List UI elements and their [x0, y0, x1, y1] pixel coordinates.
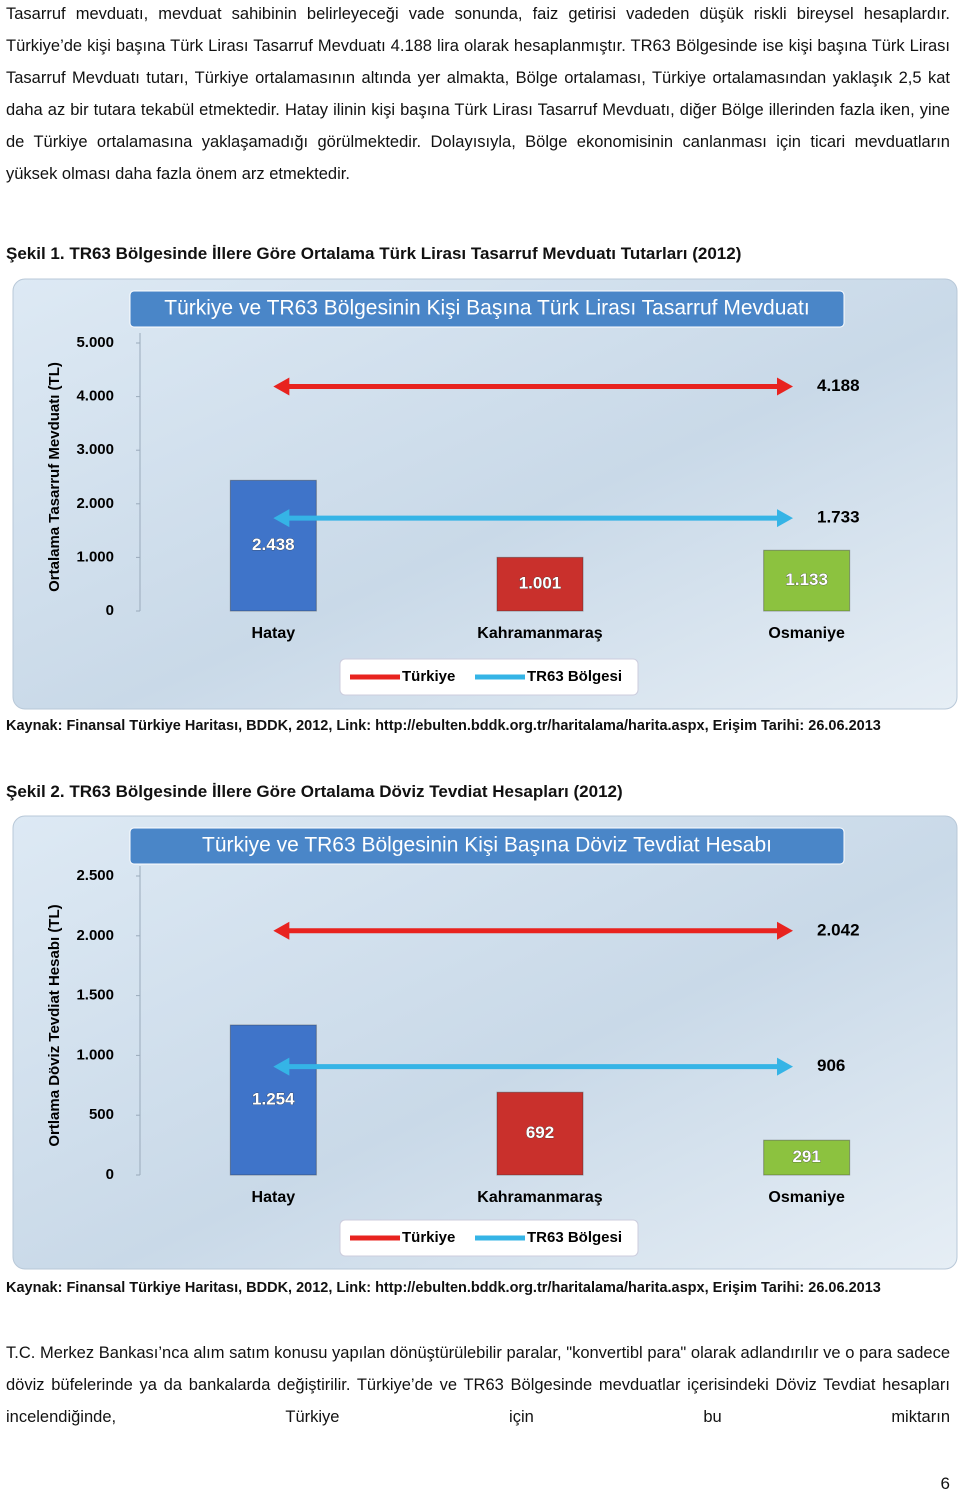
x-tick-label: Kahramanmaraş: [477, 625, 603, 642]
bar: [229, 1024, 317, 1176]
y-tick-label: 4.000: [76, 388, 114, 405]
arrow-head: [777, 921, 793, 940]
x-tick-label: Kahramanmaraş: [477, 1189, 603, 1206]
page-number: 6: [940, 1474, 950, 1493]
bar-value-label: 692: [526, 1123, 554, 1142]
legend-label: Türkiye: [402, 1229, 455, 1246]
title-box: [129, 827, 845, 865]
x-tick-label: Hatay: [252, 625, 296, 642]
reference-value-label: 4.188: [817, 376, 860, 395]
arrow-head: [273, 1057, 290, 1076]
bar-value-label: 1.254: [252, 1089, 295, 1108]
figure-source: Kaynak: Finansal Türkiye Haritası, BDDK,…: [6, 1280, 881, 1296]
x-tick-label: Osmaniye: [768, 1189, 845, 1206]
bar: [763, 1139, 851, 1176]
bar: [229, 479, 317, 612]
bar: [496, 1091, 584, 1176]
y-tick-label: 0: [106, 602, 114, 619]
y-tick-label: 1.500: [76, 987, 114, 1004]
arrow-head: [777, 377, 793, 396]
y-axis-label: Ortlama Döviz Tevdiat Hesabı (TL): [46, 904, 63, 1146]
reference-value-label: 1.733: [817, 508, 860, 527]
bar-value-label: 291: [792, 1147, 820, 1166]
figure-caption: Şekil 2. TR63 Bölgesinde İllere Göre Ort…: [6, 782, 623, 801]
y-tick-label: 0: [106, 1166, 114, 1183]
bar-value-label: 1.133: [785, 570, 828, 589]
chart: Türkiye ve TR63 Bölgesinin Kişi Başına D…: [12, 815, 958, 1270]
y-tick-label: 1.000: [76, 1046, 114, 1063]
y-tick-label: 2.500: [76, 867, 114, 884]
arrow-head: [273, 509, 290, 528]
bar-value-label: 2.438: [252, 535, 295, 554]
bar: [496, 556, 584, 612]
y-tick-label: 2.000: [76, 495, 114, 512]
legend-label: TR63 Bölgesi: [527, 1229, 622, 1246]
x-tick-label: Osmaniye: [768, 625, 845, 642]
bar: [763, 549, 851, 612]
y-tick-label: 2.000: [76, 927, 114, 944]
legend-label: Türkiye: [402, 668, 455, 685]
figure-caption: Şekil 1. TR63 Bölgesinde İllere Göre Ort…: [6, 244, 742, 263]
legend-label: TR63 Bölgesi: [527, 668, 622, 685]
y-axis-label: Ortalama Tasarruf Mevduatı (TL): [46, 362, 63, 592]
figure-source: Kaynak: Finansal Türkiye Haritası, BDDK,…: [6, 718, 881, 734]
chart: Türkiye ve TR63 Bölgesinin Kişi Başına T…: [12, 278, 958, 710]
chart-background: [12, 278, 958, 710]
arrow-head: [777, 509, 793, 528]
chart-title: Türkiye ve TR63 Bölgesinin Kişi Başına D…: [202, 834, 772, 857]
x-tick-label: Hatay: [252, 1189, 296, 1206]
arrow-head: [273, 377, 290, 396]
reference-value-label: 906: [817, 1056, 845, 1075]
y-tick-label: 1.000: [76, 548, 114, 565]
paragraph: T.C. Merkez Bankası’nca alım satım konus…: [6, 1344, 950, 1426]
y-tick-label: 5.000: [76, 334, 114, 351]
y-tick-label: 500: [89, 1106, 114, 1123]
reference-value-label: 2.042: [817, 920, 860, 939]
arrow-head: [777, 1057, 793, 1076]
y-tick-label: 3.000: [76, 441, 114, 458]
arrow-head: [273, 921, 290, 940]
bar-value-label: 1.001: [519, 574, 562, 593]
paragraph: Tasarruf mevduatı, mevduat sahibinin bel…: [6, 5, 950, 183]
title-box: [129, 290, 845, 328]
chart-title: Türkiye ve TR63 Bölgesinin Kişi Başına T…: [164, 297, 809, 320]
